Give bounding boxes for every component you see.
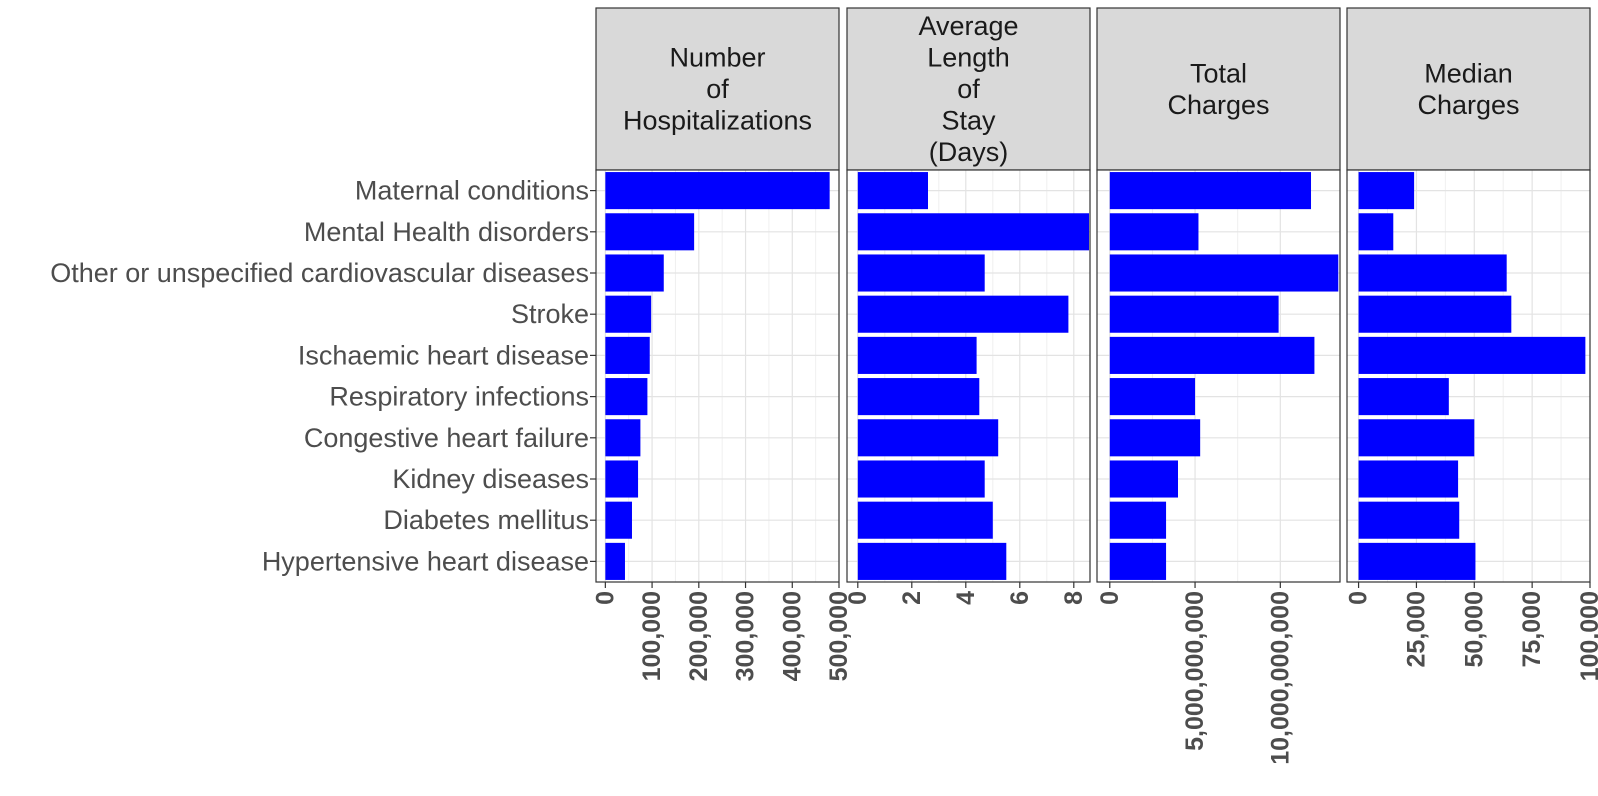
bar xyxy=(605,501,632,539)
bar xyxy=(1358,213,1394,251)
bar xyxy=(1109,295,1279,333)
bar xyxy=(857,501,993,539)
facet-title-line: Stay xyxy=(941,106,996,136)
panel-border xyxy=(1096,169,1341,583)
bar xyxy=(1109,542,1167,580)
bar xyxy=(1109,336,1315,374)
bar xyxy=(605,542,625,580)
bar xyxy=(1109,213,1199,251)
category-label: Other or unspecified cardiovascular dise… xyxy=(50,258,589,288)
panel-border xyxy=(846,169,1091,583)
facet-title-line: of xyxy=(706,74,729,104)
x-tick-label: 0 xyxy=(844,591,872,605)
x-tick-label: 8 xyxy=(1060,591,1088,605)
facet-strip xyxy=(1346,7,1591,171)
facet-strip xyxy=(595,7,840,171)
bar xyxy=(1109,501,1167,539)
bar xyxy=(1109,460,1178,498)
facet-title-line: Charges xyxy=(1167,90,1269,120)
facet-title-line: Number xyxy=(669,43,765,73)
facet-title-line: (Days) xyxy=(929,137,1009,167)
panel-border xyxy=(1346,169,1591,583)
category-label: Congestive heart failure xyxy=(304,423,589,453)
bar xyxy=(857,213,1089,251)
category-label: Respiratory infections xyxy=(329,382,589,412)
x-tick-label: 6 xyxy=(1006,591,1034,605)
facet-title-line: of xyxy=(957,74,980,104)
bar xyxy=(1109,254,1339,292)
category-label: Diabetes mellitus xyxy=(383,505,589,535)
x-tick-label: 5,000,000,000 xyxy=(1181,591,1209,751)
bar xyxy=(605,213,695,251)
x-tick-label: 0 xyxy=(591,591,619,605)
bar xyxy=(857,378,980,416)
facet-title-line: Length xyxy=(927,43,1010,73)
bar xyxy=(605,172,830,210)
x-tick-label: 75,000 xyxy=(1518,591,1546,667)
x-tick-label: 100,000 xyxy=(638,591,666,681)
bar xyxy=(605,460,639,498)
facet-title-line: Median xyxy=(1424,58,1513,88)
bar xyxy=(605,419,641,457)
x-tick-label: 500,000 xyxy=(825,591,853,681)
panel-border xyxy=(595,169,840,583)
x-tick-label: 50,000 xyxy=(1460,591,1488,667)
bar xyxy=(1358,172,1415,210)
x-tick-label: 400,000 xyxy=(778,591,806,681)
bar xyxy=(857,542,1007,580)
x-tick-label: 200,000 xyxy=(685,591,713,681)
bar xyxy=(1358,295,1512,333)
x-tick-label: 4 xyxy=(952,591,980,605)
bar xyxy=(857,172,928,210)
category-label: Ischaemic heart disease xyxy=(298,340,589,370)
category-label: Maternal conditions xyxy=(355,176,589,206)
bar xyxy=(857,336,977,374)
category-label: Mental Health disorders xyxy=(304,217,589,247)
bar xyxy=(1358,378,1449,416)
bar xyxy=(605,336,650,374)
bar xyxy=(1358,254,1507,292)
x-tick-label: 0 xyxy=(1096,591,1124,605)
bar xyxy=(605,378,648,416)
x-tick-label: 100,000 xyxy=(1576,591,1598,681)
bar xyxy=(1109,419,1201,457)
category-label: Kidney diseases xyxy=(392,464,589,494)
x-tick-label: 2 xyxy=(898,591,926,605)
x-tick-label: 300,000 xyxy=(732,591,760,681)
bar xyxy=(1358,419,1475,457)
facet-title-line: Total xyxy=(1190,58,1247,88)
bar xyxy=(857,460,985,498)
facet-title-line: Hospitalizations xyxy=(623,106,812,136)
bar xyxy=(1358,501,1460,539)
facet-strip xyxy=(846,7,1091,171)
facet-title-line: Charges xyxy=(1417,90,1519,120)
bar xyxy=(1109,378,1196,416)
bar xyxy=(1358,542,1476,580)
category-label: Hypertensive heart disease xyxy=(262,546,589,576)
x-tick-label: 10,000,000,000 xyxy=(1266,591,1294,765)
facet-title-line: Average xyxy=(918,11,1018,41)
x-tick-label: 0 xyxy=(1345,591,1373,605)
bar xyxy=(1109,172,1312,210)
category-label: Stroke xyxy=(511,299,589,329)
bar xyxy=(1358,460,1459,498)
bar xyxy=(857,254,985,292)
bar xyxy=(857,419,999,457)
bar xyxy=(857,295,1069,333)
bar xyxy=(605,295,652,333)
bar xyxy=(605,254,664,292)
bar xyxy=(1358,336,1586,374)
facet-strip xyxy=(1096,7,1341,171)
x-tick-label: 25,000 xyxy=(1402,591,1430,667)
